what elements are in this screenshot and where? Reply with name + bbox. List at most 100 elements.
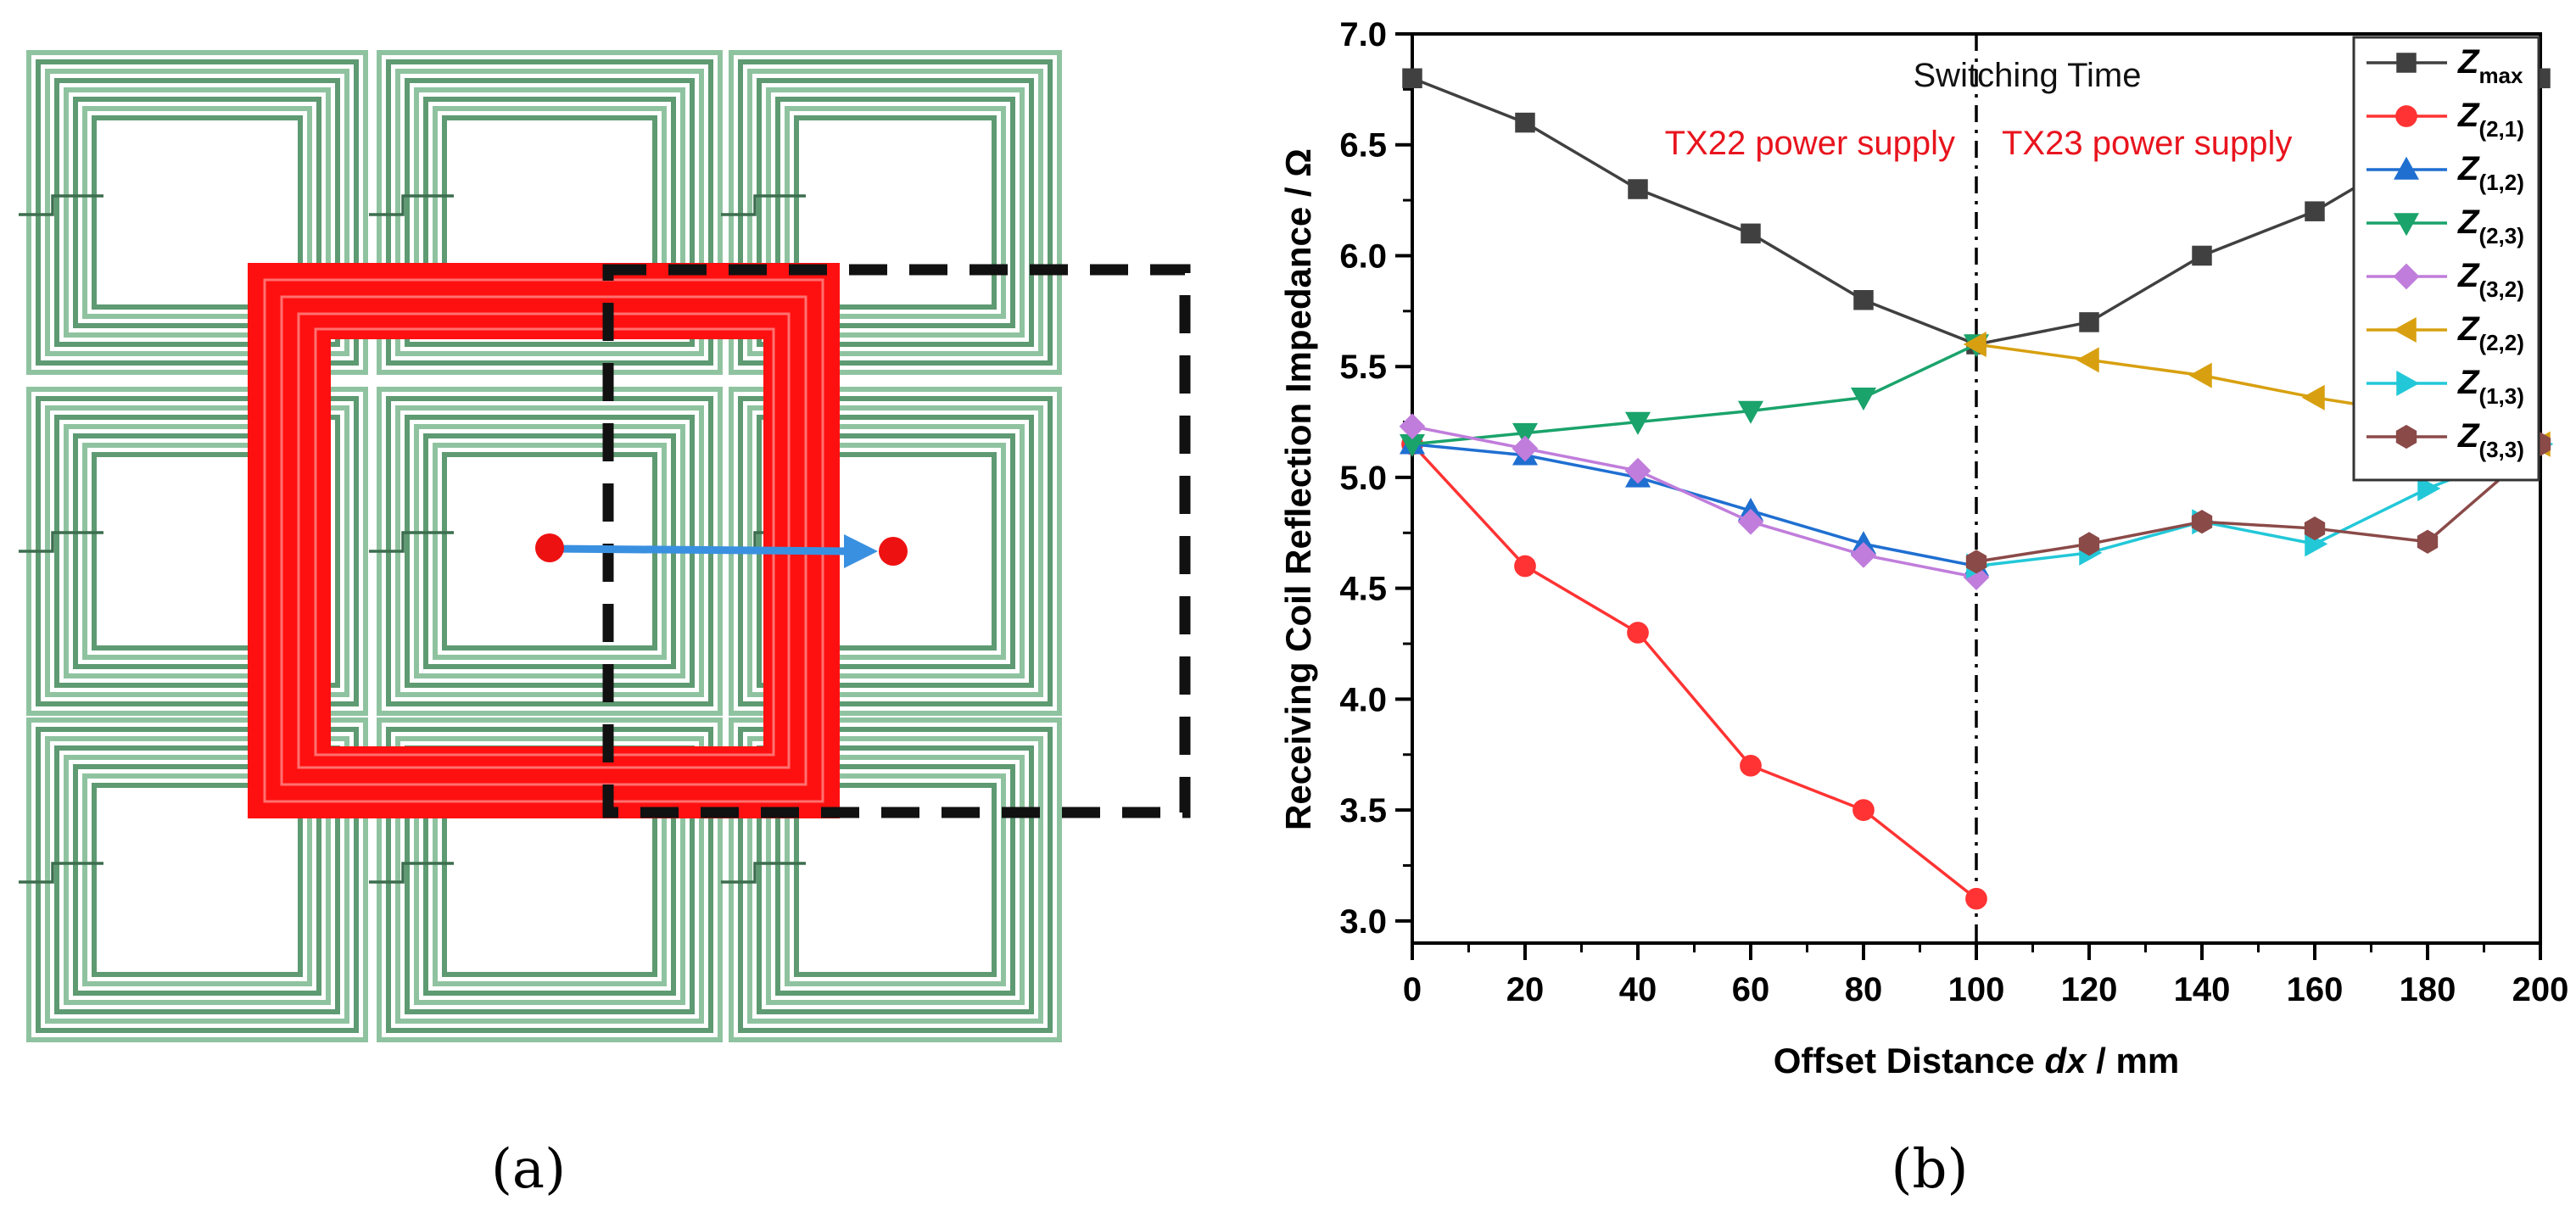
receiving-coil — [248, 263, 840, 818]
x-tick-label: 180 — [2400, 971, 2456, 1008]
legend-item: Z(1,3) — [2366, 364, 2524, 409]
legend-label: Z(3,3) — [2457, 417, 2524, 462]
legend-item: Z(3,2) — [2366, 257, 2524, 302]
data-point — [1624, 411, 1651, 435]
y-tick-label: 5.5 — [1339, 349, 1387, 386]
legend-label: Z(2,3) — [2457, 204, 2524, 248]
tx22-region-label: TX22 power supply — [1665, 125, 1955, 162]
data-point — [1737, 508, 1764, 535]
data-point — [2417, 529, 2439, 554]
data-point — [1963, 332, 1986, 358]
y-tick-label: 6.0 — [1339, 237, 1387, 275]
data-point — [1514, 555, 1536, 578]
legend: Zmax Z(2,1) Z(1,2) Z(2,3) Z(3,2) Z(2,2) Z(1,3)… — [2352, 36, 2540, 482]
legend-label: Z(1,3) — [2457, 364, 2524, 409]
series-3 — [1399, 334, 1990, 458]
data-point — [1737, 400, 1764, 424]
data-point — [1627, 622, 1649, 644]
legend-item: Zmax — [2366, 43, 2523, 88]
data-point — [2304, 516, 2326, 541]
data-point — [2191, 510, 2213, 534]
series-line — [1411, 443, 1978, 901]
legend-label: Z(3,2) — [2457, 257, 2524, 302]
data-point — [1515, 112, 1535, 133]
coil-array-diagram — [19, 50, 1191, 1042]
x-tick-label: 40 — [1619, 971, 1657, 1008]
displaced-coil-outline — [602, 264, 1191, 818]
x-tick-label: 140 — [2174, 971, 2231, 1008]
switching-time-label: Switching Time — [1914, 57, 2142, 94]
x-tick-label: 80 — [1845, 971, 1883, 1008]
data-point — [2301, 384, 2325, 410]
tx23-region-label: TX23 power supply — [2002, 125, 2292, 162]
legend-box — [2352, 36, 2540, 482]
series-line — [1411, 343, 1977, 446]
offset-arrow — [552, 534, 878, 568]
data-point — [1965, 887, 1987, 910]
legend-label: Z(2,1) — [2457, 97, 2524, 142]
x-tick-label: 0 — [1403, 971, 1422, 1008]
data-point — [1399, 413, 1426, 440]
legend-item: Z(1,2) — [2366, 150, 2524, 195]
legend-item: Z(2,2) — [2366, 310, 2524, 355]
transmitter-coil-7 — [19, 717, 368, 1042]
transmitter-coil-1 — [19, 50, 368, 375]
legend-label: Zmax — [2457, 43, 2523, 88]
data-point — [2417, 475, 2441, 502]
coil-grid — [19, 50, 1062, 1042]
transmitter-coil-5 — [369, 387, 723, 716]
start-center-dot — [535, 533, 564, 562]
data-point — [2396, 370, 2420, 397]
data-point — [1512, 422, 1539, 446]
x-tick-label: 60 — [1732, 971, 1770, 1008]
series-line — [1411, 425, 1977, 579]
legend-item: Z(3,3) — [2366, 417, 2524, 462]
data-point — [2078, 532, 2100, 556]
x-tick-label: 160 — [2287, 971, 2344, 1008]
series-2 — [1399, 431, 1990, 577]
data-point — [2076, 347, 2099, 373]
y-axis-ticks: 3.0 3.5 4.0 4.5 5.0 5.5 6.0 6.5 7.0 — [1339, 16, 1412, 941]
data-point — [2305, 201, 2325, 221]
data-point — [1853, 290, 1874, 310]
data-point — [2393, 263, 2420, 290]
data-point — [2393, 213, 2420, 237]
y-tick-label: 5.0 — [1339, 460, 1387, 497]
data-point — [1850, 388, 1877, 411]
x-axis-title: Offset Distance dx / mm — [1774, 1041, 2179, 1080]
data-point — [1852, 799, 1875, 821]
legend-label: Z(1,2) — [2457, 150, 2524, 195]
x-tick-label: 20 — [1506, 971, 1545, 1008]
x-tick-label: 120 — [2061, 971, 2118, 1008]
data-point — [2396, 53, 2417, 73]
legend-label: Z(2,2) — [2457, 310, 2524, 355]
legend-item: Z(2,3) — [2366, 204, 2524, 248]
transmitter-coil-3 — [721, 50, 1062, 375]
series-line — [1411, 442, 1977, 568]
y-tick-label: 3.5 — [1339, 792, 1387, 829]
y-tick-label: 4.0 — [1339, 681, 1387, 718]
y-tick-label: 3.0 — [1339, 903, 1387, 941]
caption-a: (a) — [491, 1138, 566, 1201]
data-point — [1624, 457, 1651, 484]
impedance-chart: 0 20 40 60 80 100 120 140 160 180 200 3.0 3.5 4.0 4.5… — [1278, 16, 2568, 1080]
caption-b: (b) — [1891, 1138, 1969, 1201]
data-point — [2393, 156, 2420, 180]
y-tick-label: 4.5 — [1339, 571, 1387, 608]
x-axis-ticks: 0 20 40 60 80 100 120 140 160 180 200 — [1403, 943, 2569, 1008]
series-layer — [1399, 68, 2554, 910]
legend-item: Z(2,1) — [2366, 97, 2524, 142]
data-point — [2395, 424, 2417, 449]
data-point — [2393, 316, 2417, 343]
x-tick-label: 100 — [1948, 971, 2005, 1008]
series-1 — [1401, 433, 1987, 910]
data-point — [1402, 68, 1422, 89]
y-tick-label: 6.5 — [1339, 127, 1387, 165]
series-line — [1975, 443, 2542, 564]
end-center-dot — [879, 537, 908, 566]
x-tick-label: 200 — [2512, 971, 2569, 1008]
data-point — [2192, 245, 2212, 266]
data-point — [1965, 550, 1987, 574]
data-point — [1512, 435, 1539, 462]
